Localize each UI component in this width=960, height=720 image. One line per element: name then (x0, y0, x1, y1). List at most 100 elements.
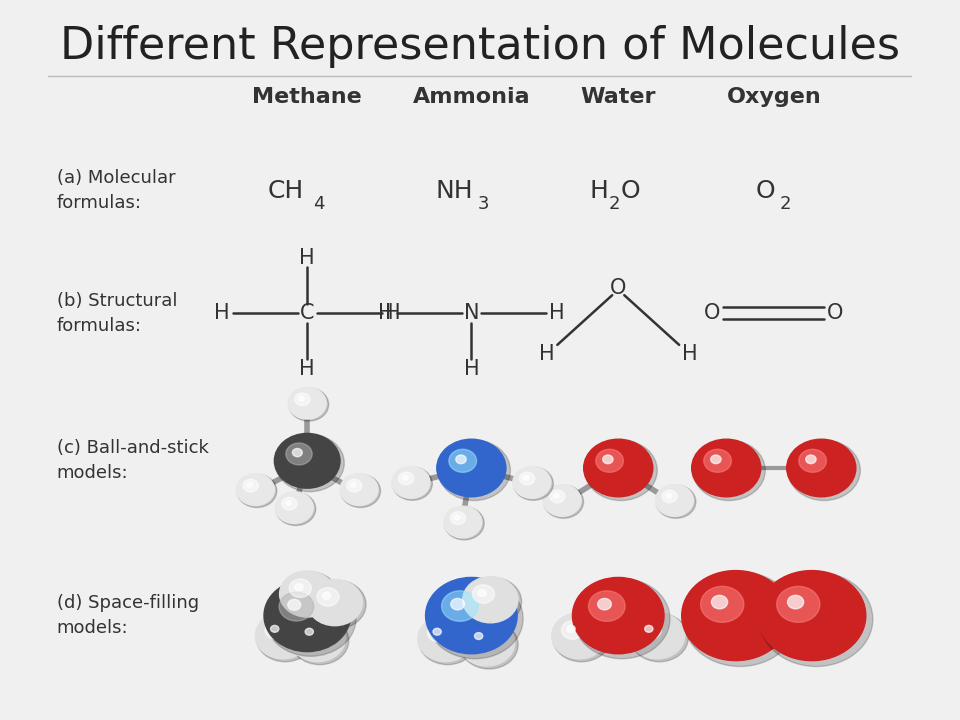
Text: (b) Structural
formulas:: (b) Structural formulas: (57, 292, 178, 335)
Text: (a) Molecular
formulas:: (a) Molecular formulas: (57, 169, 176, 212)
Circle shape (562, 621, 584, 639)
Text: Methane: Methane (252, 87, 362, 107)
Circle shape (290, 616, 346, 662)
Circle shape (291, 616, 348, 665)
Circle shape (572, 577, 664, 654)
Circle shape (574, 579, 670, 659)
Circle shape (550, 490, 564, 503)
Circle shape (710, 455, 721, 464)
Circle shape (799, 449, 827, 472)
Circle shape (295, 393, 310, 405)
Circle shape (265, 621, 287, 639)
Circle shape (552, 613, 607, 659)
Text: O: O (610, 278, 627, 298)
Circle shape (513, 467, 551, 498)
Circle shape (433, 629, 442, 635)
Circle shape (603, 455, 613, 464)
Text: H: H (589, 179, 609, 203)
Circle shape (645, 626, 653, 632)
Text: H: H (300, 248, 315, 268)
Circle shape (585, 440, 658, 500)
Text: 4: 4 (313, 195, 324, 213)
Circle shape (656, 485, 693, 516)
Text: O: O (828, 303, 844, 323)
Circle shape (787, 595, 804, 609)
Circle shape (554, 493, 560, 498)
Circle shape (596, 449, 623, 472)
Circle shape (701, 586, 744, 622)
Circle shape (427, 579, 523, 659)
Text: O: O (756, 179, 775, 203)
Circle shape (588, 591, 625, 621)
Circle shape (437, 439, 506, 497)
Circle shape (478, 590, 486, 596)
Circle shape (347, 480, 362, 492)
Circle shape (418, 616, 473, 662)
Circle shape (307, 580, 363, 626)
Text: N: N (464, 303, 479, 323)
Circle shape (286, 500, 292, 505)
Circle shape (450, 512, 466, 524)
Circle shape (787, 439, 856, 497)
Circle shape (567, 626, 575, 632)
Circle shape (472, 585, 494, 603)
Circle shape (777, 586, 820, 622)
Text: (d) Space-filling
models:: (d) Space-filling models: (57, 594, 199, 637)
Circle shape (288, 599, 300, 611)
Circle shape (598, 598, 612, 610)
Circle shape (236, 474, 275, 505)
Text: Water: Water (581, 87, 656, 107)
Circle shape (255, 613, 311, 659)
Circle shape (256, 613, 314, 662)
Circle shape (444, 507, 484, 540)
Text: H: H (682, 343, 697, 364)
Circle shape (288, 387, 326, 419)
Circle shape (553, 613, 611, 662)
Text: H: H (300, 359, 315, 379)
Circle shape (300, 624, 322, 642)
Circle shape (684, 572, 797, 667)
Circle shape (243, 480, 258, 492)
Circle shape (456, 455, 467, 464)
Circle shape (286, 443, 312, 465)
Circle shape (237, 474, 276, 508)
Text: O: O (620, 179, 640, 203)
Circle shape (402, 475, 408, 480)
Circle shape (289, 388, 328, 421)
Circle shape (392, 467, 430, 498)
Text: C: C (300, 303, 315, 323)
Circle shape (264, 580, 350, 652)
Text: H: H (378, 303, 394, 323)
Text: Ammonia: Ammonia (413, 87, 530, 107)
Circle shape (759, 572, 873, 667)
Circle shape (438, 440, 511, 500)
Circle shape (323, 593, 330, 599)
Circle shape (463, 577, 518, 623)
Circle shape (265, 580, 356, 657)
Text: O: O (704, 303, 720, 323)
Circle shape (464, 577, 521, 626)
Circle shape (630, 613, 684, 659)
Circle shape (519, 472, 535, 485)
Circle shape (444, 506, 482, 538)
Circle shape (340, 474, 378, 505)
Circle shape (419, 616, 477, 665)
Circle shape (693, 440, 765, 500)
Circle shape (805, 455, 816, 464)
Text: Different Representation of Molecules: Different Representation of Molecules (60, 25, 900, 68)
Circle shape (543, 485, 581, 516)
Text: H: H (549, 303, 564, 323)
Circle shape (711, 595, 728, 609)
Circle shape (275, 433, 340, 488)
Circle shape (449, 449, 476, 472)
Circle shape (398, 472, 414, 485)
Circle shape (279, 592, 314, 621)
Circle shape (350, 482, 356, 487)
Circle shape (666, 493, 672, 498)
Circle shape (788, 440, 860, 500)
Circle shape (341, 474, 380, 508)
Circle shape (639, 621, 661, 639)
Circle shape (682, 570, 790, 661)
Text: (c) Ball-and-stick
models:: (c) Ball-and-stick models: (57, 439, 208, 482)
Circle shape (317, 588, 339, 606)
